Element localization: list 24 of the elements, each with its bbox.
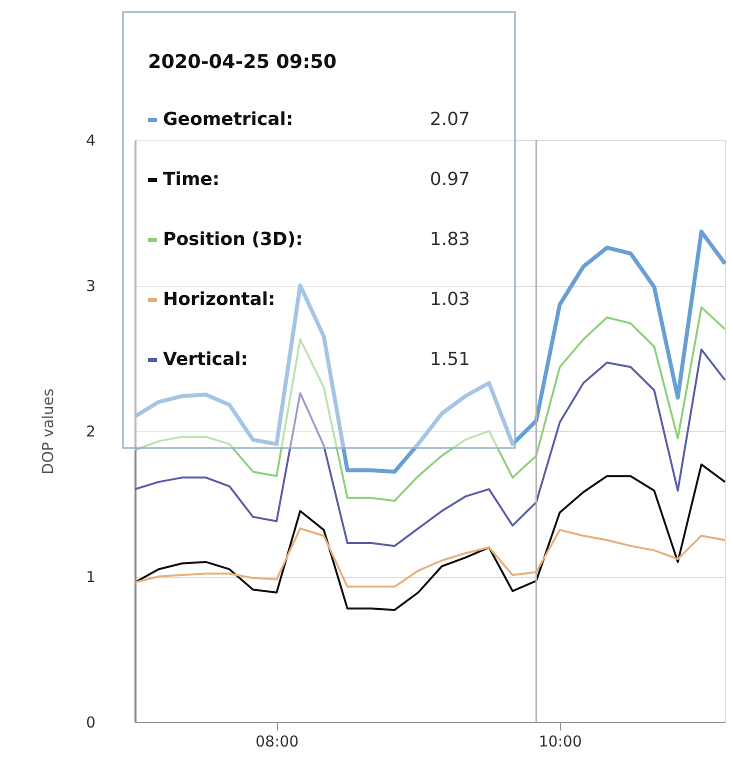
line-series (134, 306, 726, 502)
annotation: 1.51 (430, 349, 470, 370)
line-series (134, 348, 726, 547)
legend-label: Vertical: (163, 349, 248, 370)
annotation: 1.83 (430, 229, 470, 250)
legend-label: Time: (163, 169, 220, 190)
y-tick-label: 3 (86, 277, 96, 295)
annotation: 0.97 (430, 169, 470, 190)
line-series (133, 230, 727, 474)
y-tick-label: 0 (86, 714, 96, 732)
y-tick-label: 1 (86, 568, 96, 586)
line-series (134, 463, 726, 611)
y-tick-label: 2 (86, 422, 96, 440)
line-series (134, 527, 726, 588)
annotation: 1.03 (430, 289, 470, 310)
x-tick-label: 08:00 (255, 732, 299, 750)
legend-label: Position (3D): (163, 229, 303, 250)
y-tick-label: 4 (86, 132, 96, 150)
y-axis-title: DOP values (38, 388, 57, 474)
x-tick-label: 10:00 (538, 732, 582, 750)
text: 2.07 (430, 109, 470, 130)
text: 2020-04-25 09:50 (148, 51, 337, 73)
legend-label: Geometrical: (163, 109, 294, 130)
legend-label: Horizontal: (163, 289, 276, 310)
